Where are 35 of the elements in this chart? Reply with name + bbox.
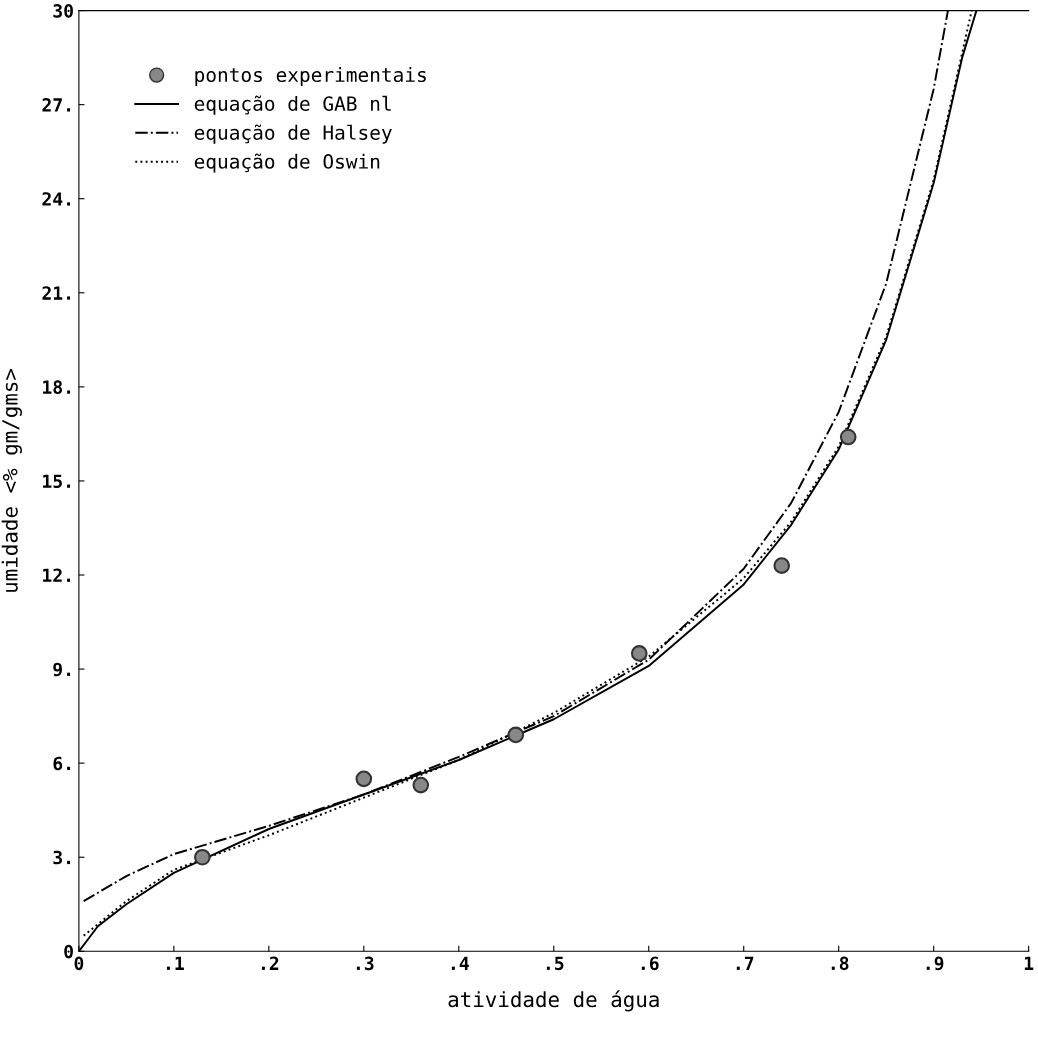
x-tick-label: .2 xyxy=(261,956,279,970)
y-tick-label: 27. xyxy=(42,98,71,112)
point xyxy=(773,557,791,574)
x-tick-label: .8 xyxy=(831,956,849,971)
y-tick-label: 30 xyxy=(53,4,73,18)
x-tick-label: .1 xyxy=(166,956,184,970)
point xyxy=(507,726,525,744)
y-tick-label: 21. xyxy=(42,286,71,300)
legend-label: equação de Oswin xyxy=(194,153,380,173)
x-tick-label: .5 xyxy=(546,956,564,971)
x-tick-label: .6 xyxy=(641,956,659,971)
y-tick-label: 12. xyxy=(43,568,71,582)
legend-label: equação de Halsey xyxy=(194,124,392,144)
y-tick-label: 9. xyxy=(53,662,71,677)
y-tick-label: 6. xyxy=(53,756,71,771)
point xyxy=(355,770,373,788)
x-tick-label: 0 xyxy=(74,956,84,971)
point xyxy=(194,848,211,866)
point xyxy=(630,645,648,662)
y-tick-label: 18. xyxy=(43,380,71,394)
legend-label: equação de GAB nl xyxy=(194,95,391,115)
x-axis-title: atividade de água xyxy=(448,990,659,1012)
y-axis-title: umidade <% gm/gms> xyxy=(1,368,22,592)
y-tick-label: 15. xyxy=(43,474,71,489)
point xyxy=(839,428,857,446)
x-tick-label: .4 xyxy=(451,956,469,970)
y-tick-label: 24. xyxy=(42,192,71,206)
y-tick-label: 3. xyxy=(53,850,71,865)
x-tick-label: .7 xyxy=(736,956,754,970)
x-tick-label: .3 xyxy=(356,956,374,971)
x-tick-label: 1 xyxy=(1024,956,1034,970)
legend-label: pontos experimentais xyxy=(195,67,426,86)
y-tick-label: 0 xyxy=(64,944,73,959)
x-tick-label: .9 xyxy=(926,956,944,971)
point xyxy=(412,776,430,794)
